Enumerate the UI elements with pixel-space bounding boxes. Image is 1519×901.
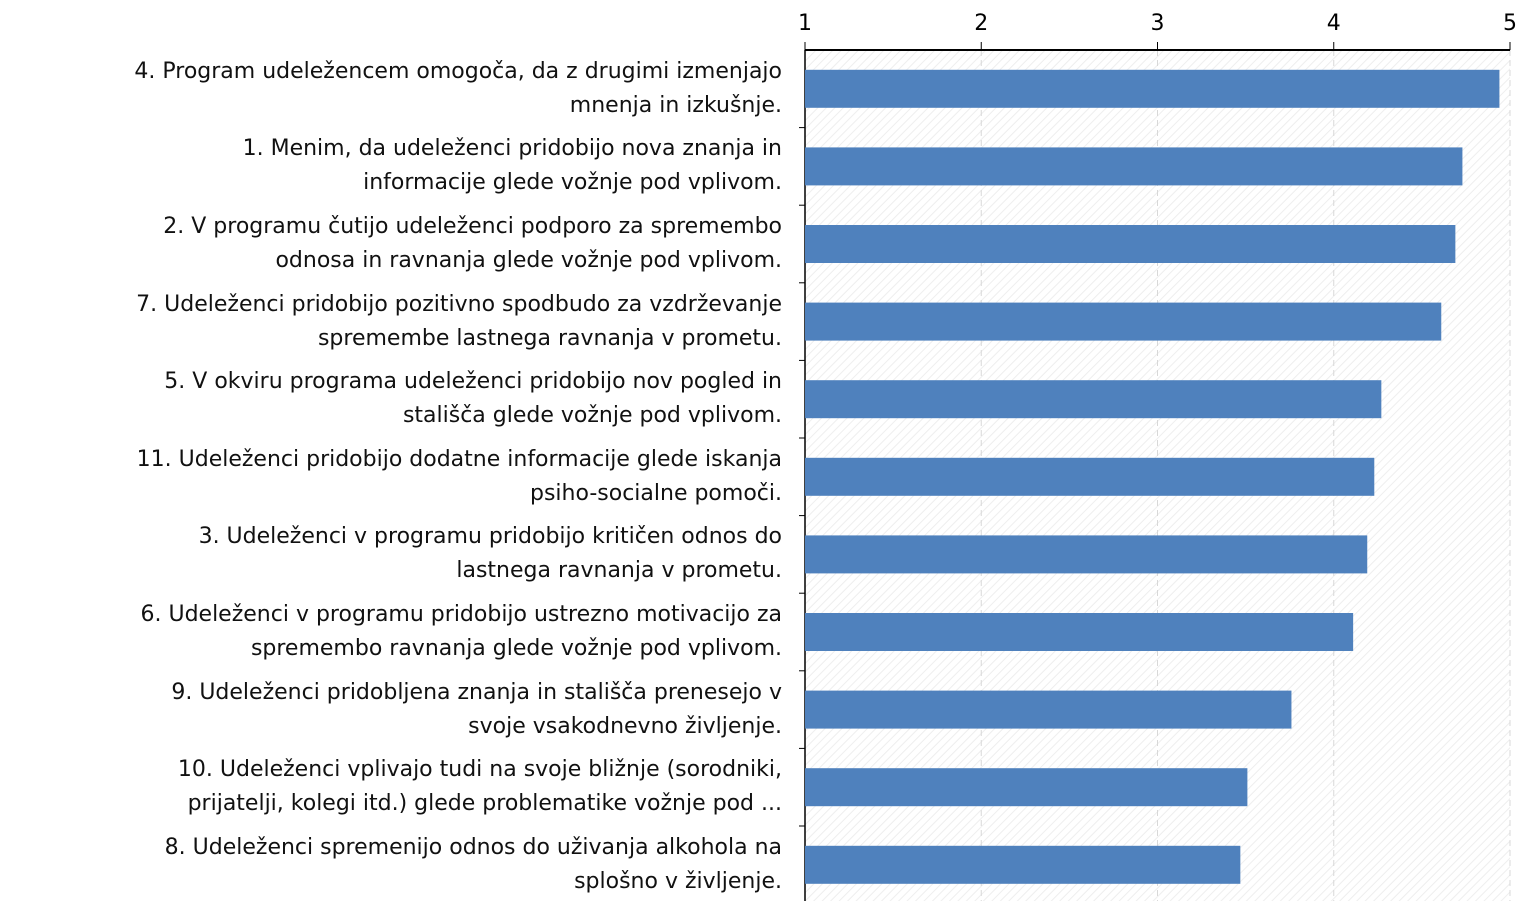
y-tick-label: 7. Udeleženci pridobijo pozitivno spodbu… [136,291,782,351]
x-tick-label: 4 [1327,11,1341,36]
bar [805,535,1368,574]
bar [805,690,1292,729]
bar [805,845,1241,884]
bar [805,457,1375,496]
y-tick-label: 2. V programu čutijo udeleženci podporo … [163,214,782,273]
x-tick-label: 5 [1503,11,1517,36]
y-tick-label: 11. Udeleženci pridobijo dodatne informa… [136,446,782,506]
bar [805,147,1463,186]
y-tick-label: 1. Menim, da udeleženci pridobijo nova z… [242,136,782,196]
x-tick-label: 1 [798,11,812,36]
x-tick-label: 2 [974,11,988,36]
bar [805,768,1248,807]
bar [805,613,1354,651]
y-tick-label: 6. Udeleženci v programu pridobijo ustre… [140,602,782,661]
bar [805,380,1382,419]
bar [805,225,1456,263]
y-tick-label: 8. Udeleženci spremenijo odnos do uživan… [164,834,782,894]
y-tick-label: 4. Program udeležencem omogoča, da z dru… [134,58,782,118]
y-tick-label: 9. Udeleženci pridobljena znanja in stal… [171,679,782,739]
y-tick-label: 3. Udeleženci v programu pridobijo kriti… [198,524,782,584]
y-tick-label: 5. V okviru programa udeleženci pridobij… [164,369,782,429]
x-tick-label: 3 [1151,11,1165,36]
bar [805,302,1442,341]
bar [805,69,1500,108]
y-tick-label: 10. Udeleženci vplivajo tudi na svoje bl… [177,757,782,817]
